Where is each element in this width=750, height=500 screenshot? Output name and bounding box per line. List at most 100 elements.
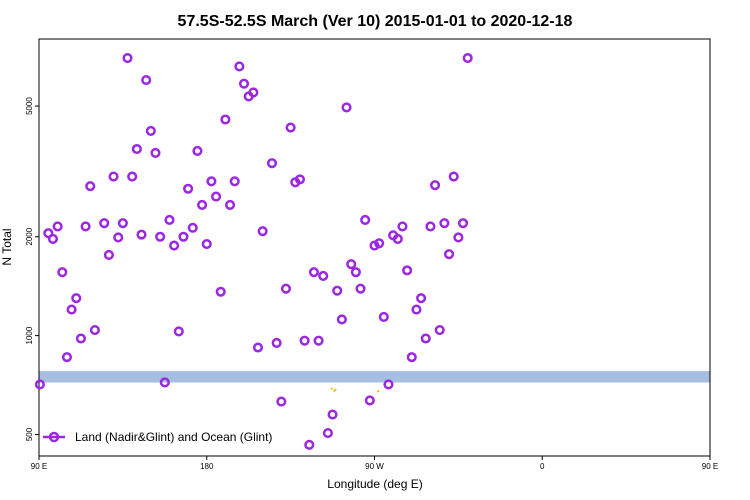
data-point: [183, 183, 194, 194]
data-point: [444, 249, 455, 260]
data-point: [374, 238, 385, 249]
data-point: [145, 125, 156, 136]
data-point: [201, 239, 212, 250]
data-point: [47, 233, 59, 244]
data-point: [416, 293, 427, 304]
y-tick-label: 500: [25, 427, 34, 441]
data-point: [406, 352, 417, 363]
data-point: [141, 74, 152, 86]
data-point: [66, 304, 77, 315]
legend-marker: [48, 431, 60, 443]
data-point: [71, 293, 82, 304]
misc-mark: [330, 387, 333, 390]
x-tick-label: 180: [200, 462, 214, 471]
y-tick-label: 2000: [25, 227, 34, 245]
data-point: [238, 78, 250, 89]
misc-marks-layer: [330, 387, 380, 393]
data-point: [434, 324, 445, 336]
data-point: [420, 333, 431, 344]
data-point: [206, 176, 217, 187]
y-tick-label: 5000: [25, 97, 34, 115]
data-point: [229, 176, 240, 187]
y-tick-label: 1000: [25, 326, 34, 344]
data-point: [169, 240, 180, 251]
data-point: [252, 342, 264, 353]
data-point: [187, 222, 198, 233]
data-point: [378, 311, 389, 322]
data-point: [85, 181, 96, 192]
misc-mark: [377, 390, 380, 393]
data-point: [108, 171, 119, 182]
data-point: [276, 396, 287, 407]
data-point: [164, 214, 175, 225]
data-point: [332, 285, 343, 296]
data-point: [136, 229, 147, 240]
data-point: [34, 379, 45, 390]
data-point: [346, 259, 357, 270]
data-point: [197, 199, 208, 210]
data-point: [57, 267, 68, 278]
y-axis-label: N Total: [0, 228, 14, 265]
y-axis: 500 1000 2000 5000: [25, 97, 39, 441]
data-point: [155, 231, 166, 242]
legend: Land (Nadir&Glint) and Ocean (Glint): [43, 430, 272, 444]
reference-band-layer: [39, 371, 710, 383]
x-tick-label: 0: [540, 462, 545, 471]
data-point: [280, 283, 292, 294]
data-point: [61, 352, 73, 363]
data-point: [75, 333, 86, 344]
data-point: [266, 158, 278, 169]
data-point: [220, 114, 231, 125]
x-tick-label: 90 E: [702, 462, 718, 471]
data-point: [360, 214, 371, 225]
data-point: [294, 174, 305, 185]
data-point: [383, 379, 394, 390]
data-point: [192, 145, 203, 156]
misc-mark: [334, 388, 337, 391]
x-tick-label: 90 E: [31, 462, 47, 471]
data-point: [52, 221, 63, 232]
data-points: [34, 52, 473, 450]
data-point: [402, 265, 413, 276]
data-point: [392, 233, 403, 244]
data-point: [127, 171, 138, 182]
data-point: [341, 102, 352, 113]
data-point: [113, 232, 124, 243]
data-point: [173, 326, 184, 337]
data-point: [336, 314, 347, 325]
data-point: [103, 249, 114, 261]
data-point: [271, 337, 282, 348]
data-point: [318, 270, 329, 281]
data-point: [411, 304, 422, 315]
data-point: [159, 377, 170, 388]
data-point: [234, 61, 245, 72]
data-point: [308, 267, 319, 278]
data-point: [178, 231, 189, 242]
reference-band: [39, 371, 710, 383]
data-point: [131, 143, 142, 155]
plot-frame: [38, 38, 711, 457]
data-point: [322, 428, 333, 439]
data-point: [355, 283, 366, 294]
data-point: [99, 218, 110, 229]
data-point: [448, 171, 459, 182]
data-point: [224, 199, 236, 210]
data-point: [299, 335, 310, 346]
data-point: [122, 52, 133, 64]
data-point: [150, 147, 161, 158]
data-point: [397, 221, 408, 232]
legend-label: Land (Nadir&Glint) and Ocean (Glint): [75, 430, 272, 444]
x-axis-label: Longitude (deg E): [327, 477, 422, 491]
data-point: [425, 221, 436, 232]
data-point: [313, 335, 324, 346]
data-point: [285, 122, 296, 133]
data-point: [211, 191, 222, 202]
data-point: [80, 221, 91, 232]
data-point: [439, 218, 450, 229]
data-point: [327, 409, 338, 420]
x-tick-label: 90 W: [365, 462, 384, 471]
data-point: [117, 218, 128, 229]
chart-title: 57.5S-52.5S March (Ver 10) 2015-01-01 to…: [178, 13, 573, 30]
